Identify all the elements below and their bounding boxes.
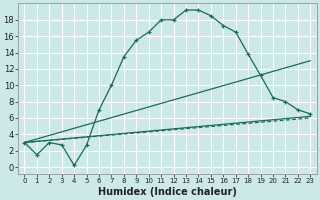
X-axis label: Humidex (Indice chaleur): Humidex (Indice chaleur) (98, 187, 237, 197)
